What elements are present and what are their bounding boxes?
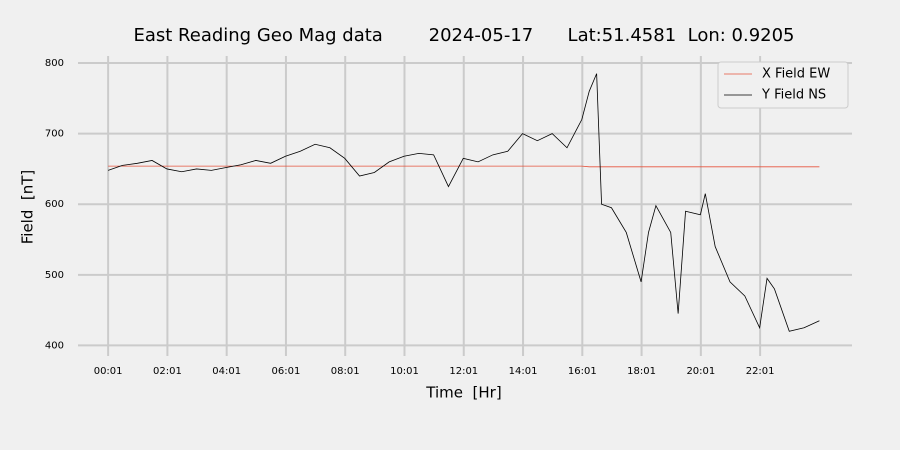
x-tick-label: 08:01 bbox=[331, 366, 360, 377]
legend-box bbox=[717, 61, 849, 109]
y-tick-label: 800 bbox=[45, 58, 64, 69]
y-axis-label: Field [nT] bbox=[19, 170, 37, 245]
series-line bbox=[107, 73, 820, 332]
y-tick-label: 700 bbox=[45, 129, 64, 140]
x-tick-label: 06:01 bbox=[272, 366, 301, 377]
x-tick-label: 00:01 bbox=[94, 366, 123, 377]
x-tick-label: 22:01 bbox=[746, 366, 775, 377]
y-tick-label: 400 bbox=[45, 340, 64, 351]
x-tick-label: 20:01 bbox=[686, 366, 715, 377]
legend-label: Y Field NS bbox=[761, 88, 826, 103]
x-tick-label: 04:01 bbox=[212, 366, 241, 377]
series-line bbox=[108, 165, 820, 168]
x-axis-label: Time [Hr] bbox=[425, 384, 501, 402]
y-tick-label: 600 bbox=[45, 199, 64, 210]
chart-title: East Reading Geo Mag data 2024-05-17 Lat… bbox=[133, 25, 794, 46]
x-tick-label: 14:01 bbox=[509, 366, 538, 377]
x-tick-label: 18:01 bbox=[627, 366, 656, 377]
y-tick-label: 500 bbox=[45, 270, 64, 281]
legend-label: X Field EW bbox=[762, 67, 830, 82]
x-tick-label: 12:01 bbox=[449, 366, 478, 377]
x-tick-label: 10:01 bbox=[390, 366, 419, 377]
x-tick-label: 02:01 bbox=[153, 366, 182, 377]
x-tick-label: 16:01 bbox=[568, 366, 597, 377]
